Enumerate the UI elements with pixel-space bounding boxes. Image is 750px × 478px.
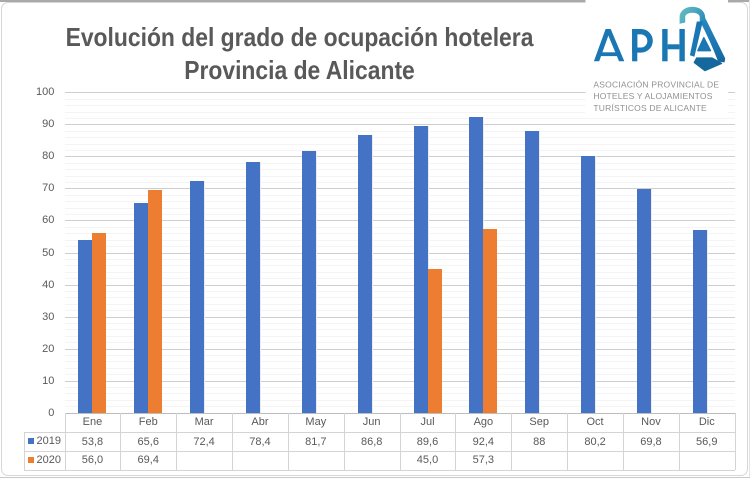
svg-text:ASOCIACIÓN PROVINCIAL DE: ASOCIACIÓN PROVINCIAL DE: [593, 80, 719, 90]
svg-text:TURÍSTICOS DE ALICANTE: TURÍSTICOS DE ALICANTE: [593, 103, 707, 113]
svg-text:HOTELES Y ALOJAMIENTOS: HOTELES Y ALOJAMIENTOS: [593, 91, 712, 101]
